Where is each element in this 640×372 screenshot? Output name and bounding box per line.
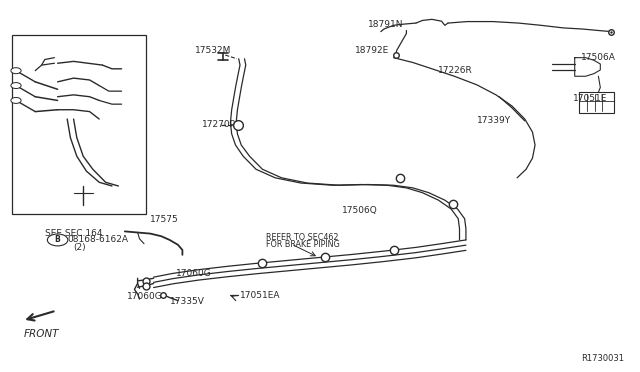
Text: R1730031: R1730031: [581, 354, 624, 363]
Text: (2): (2): [74, 243, 86, 252]
Circle shape: [11, 97, 21, 103]
Text: 17270P: 17270P: [202, 120, 236, 129]
Text: 17060G: 17060G: [176, 269, 212, 278]
Text: FRONT: FRONT: [24, 329, 60, 339]
Circle shape: [11, 83, 21, 89]
Text: 17060G: 17060G: [127, 292, 163, 301]
Text: 17226R: 17226R: [438, 66, 473, 75]
Text: 17339Y: 17339Y: [477, 116, 511, 125]
Text: 17532M: 17532M: [195, 46, 232, 55]
Text: 08168-6162A: 08168-6162A: [67, 235, 128, 244]
Text: 18791N: 18791N: [368, 20, 403, 29]
Text: 17051EA: 17051EA: [240, 291, 280, 300]
Text: FOR BRAKE PIPING: FOR BRAKE PIPING: [266, 240, 339, 249]
Text: 18792E: 18792E: [355, 46, 390, 55]
Text: 17575: 17575: [150, 215, 179, 224]
Text: 17506A: 17506A: [581, 53, 616, 62]
Circle shape: [47, 234, 68, 246]
Bar: [579, 92, 614, 113]
Text: 17051E: 17051E: [573, 94, 607, 103]
Circle shape: [11, 68, 21, 74]
Bar: [12, 35, 146, 214]
Text: 17506Q: 17506Q: [342, 206, 378, 215]
Text: B: B: [55, 235, 60, 244]
Text: 17335V: 17335V: [170, 297, 204, 306]
Text: REFER TO SEC462: REFER TO SEC462: [266, 232, 338, 241]
Text: SEE SEC.164: SEE SEC.164: [45, 229, 102, 238]
